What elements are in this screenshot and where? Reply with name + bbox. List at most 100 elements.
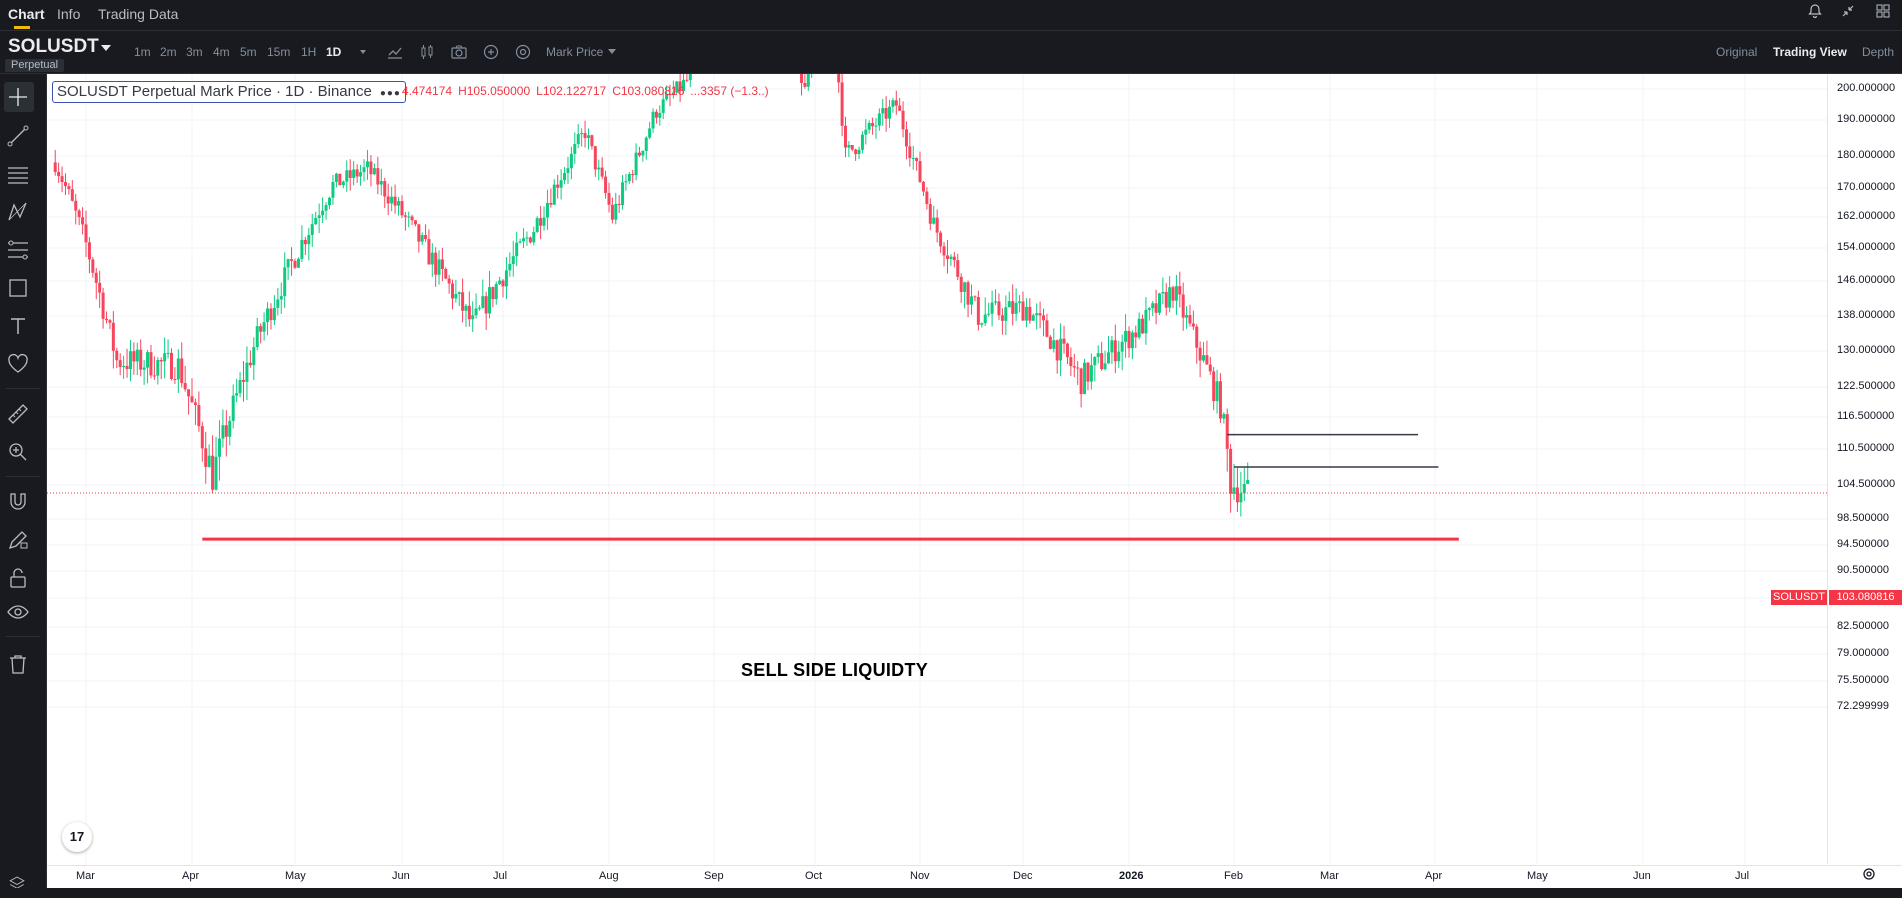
candle-body (532, 232, 536, 243)
rectangle-icon[interactable] (6, 276, 30, 300)
candle-body (471, 315, 475, 320)
candle-body (461, 292, 465, 311)
settings-icon[interactable] (514, 43, 532, 61)
pattern-icon[interactable] (6, 200, 30, 224)
chart-legend[interactable]: SOLUSDT Perpetual Mark Price · 1D · Bina… (52, 81, 406, 103)
interval-1h[interactable]: 1H (301, 45, 317, 59)
tab-info[interactable]: Info (57, 6, 81, 22)
tradingview-logo[interactable]: 17 (62, 822, 92, 852)
interval-1d[interactable]: 1D (326, 45, 342, 59)
candle-body (1096, 353, 1100, 357)
interval-dropdown-icon[interactable] (354, 43, 372, 61)
crosshair-icon[interactable] (6, 85, 30, 109)
candle-body (586, 135, 590, 139)
chevron-down-icon[interactable] (101, 45, 111, 51)
horizontal-lines-icon[interactable] (6, 162, 30, 186)
add-icon[interactable] (482, 43, 500, 61)
candlestick-chart[interactable] (47, 74, 1827, 864)
candle-body (600, 167, 604, 177)
candle-body (255, 326, 259, 348)
candle-body (1212, 371, 1216, 402)
more-options-icon[interactable]: ●●● (379, 88, 401, 99)
magnet-icon[interactable] (6, 490, 30, 514)
candle-body (417, 224, 421, 242)
interval-2m[interactable]: 2m (160, 45, 177, 59)
candle-body (283, 267, 287, 297)
candle-body (1225, 414, 1229, 449)
candle-body (365, 161, 369, 168)
tab-trading-data[interactable]: Trading Data (98, 6, 179, 22)
time-tick-label: Sep (704, 870, 724, 882)
candle-body (800, 74, 804, 83)
candle-body (447, 278, 451, 284)
chart-canvas[interactable] (47, 74, 1827, 864)
candle-body (945, 255, 949, 259)
sell-side-liquidity-label[interactable]: SELL SIDE LIQUIDTY (741, 660, 929, 680)
bell-icon[interactable] (1804, 3, 1826, 25)
collapse-icon[interactable] (1837, 3, 1859, 25)
eye-icon[interactable] (6, 600, 30, 624)
candle-body (898, 105, 902, 111)
price-tick-label: 79.000000 (1837, 647, 1889, 659)
interval-1m[interactable]: 1m (134, 45, 151, 59)
unlock-icon[interactable] (6, 566, 30, 590)
heart-icon[interactable] (6, 352, 30, 376)
candle-body (444, 268, 448, 279)
candle-body (854, 149, 858, 155)
candle-body (654, 111, 658, 118)
fib-icon[interactable] (6, 238, 30, 262)
price-type-selector[interactable]: Mark Price (546, 45, 617, 59)
grid-layout-icon[interactable] (1872, 3, 1894, 25)
gear-icon[interactable] (1862, 867, 1876, 885)
candle-body (682, 79, 686, 91)
pencil-lock-icon[interactable] (6, 528, 30, 552)
candle-body (214, 456, 218, 490)
candle-body (331, 181, 335, 198)
time-tick-label: May (1527, 870, 1548, 882)
candle-body (631, 174, 635, 176)
candle-body (925, 191, 929, 205)
interval-15m[interactable]: 15m (267, 45, 291, 59)
candle-body (359, 172, 363, 177)
candle-body (1164, 291, 1168, 308)
view-original[interactable]: Original (1716, 45, 1758, 59)
view-trading-view[interactable]: Trading View (1773, 45, 1847, 59)
candle-body (867, 122, 871, 130)
candle-body (884, 108, 888, 119)
chart-type-icon[interactable] (418, 43, 436, 61)
candle-body (1120, 341, 1124, 352)
candle-body (464, 305, 468, 311)
candle-body (1178, 286, 1182, 295)
camera-icon[interactable] (450, 43, 468, 61)
candle-body (307, 234, 311, 245)
time-tick-label: Apr (182, 870, 200, 882)
interval-4m[interactable]: 4m (213, 45, 230, 59)
candle-body (539, 218, 543, 226)
zoom-icon[interactable] (6, 440, 30, 464)
candle-body (942, 246, 946, 256)
view-depth[interactable]: Depth (1862, 45, 1895, 59)
price-scale[interactable] (1827, 74, 1902, 864)
candle-body (221, 425, 225, 439)
indicators-icon[interactable] (386, 43, 404, 61)
symbol-selector[interactable]: SOLUSDT (8, 36, 99, 57)
candle-body (607, 192, 611, 205)
candle-body (272, 307, 276, 321)
tab-chart[interactable]: Chart (8, 6, 45, 22)
time-axis[interactable] (47, 865, 1902, 888)
candle-body (1052, 340, 1056, 349)
candle-body (1185, 315, 1189, 318)
interval-3m[interactable]: 3m (186, 45, 203, 59)
trend-line-icon[interactable] (6, 124, 30, 148)
candle-body (1137, 318, 1141, 338)
candle-body (983, 314, 987, 324)
drawn-lines[interactable] (47, 433, 1827, 541)
ruler-icon[interactable] (6, 402, 30, 426)
candle-body (262, 322, 266, 332)
trash-icon[interactable] (6, 652, 30, 676)
candle-body (1232, 487, 1236, 494)
text-icon[interactable] (6, 314, 30, 338)
interval-5m[interactable]: 5m (240, 45, 257, 59)
candle-body (1083, 362, 1087, 395)
candle-body (1151, 303, 1155, 309)
